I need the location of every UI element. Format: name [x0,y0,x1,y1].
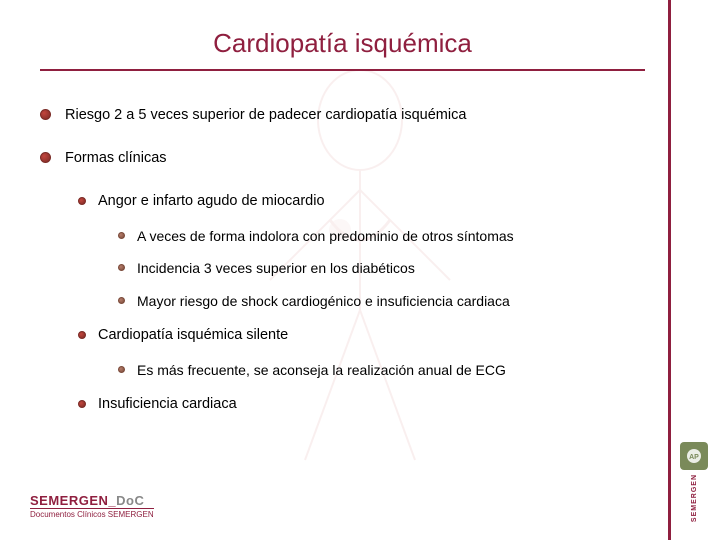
bullet-icon [40,109,51,120]
bullet-level-1: Riesgo 2 a 5 veces superior de padecer c… [40,105,645,126]
bullet-icon [78,331,86,339]
slide-content: Cardiopatía isquémica Riesgo 2 a 5 veces… [0,0,665,540]
bullet-icon [118,264,125,271]
bullet-text: Insuficiencia cardiaca [98,394,237,415]
bullet-text: Riesgo 2 a 5 veces superior de padecer c… [65,105,466,126]
title-divider [40,69,645,71]
bullet-icon [118,366,125,373]
bullet-level-2: Angor e infarto agudo de miocardio [78,191,645,212]
bullet-icon [78,400,86,408]
bullet-text: Incidencia 3 veces superior en los diabé… [137,258,415,278]
bullet-level-1: Formas clínicas [40,148,645,169]
bullet-level-2: Cardiopatía isquémica silente [78,325,645,346]
bullet-icon [118,232,125,239]
bullet-level-3: Es más frecuente, se aconseja la realiza… [118,360,645,380]
side-logo: AP SEMERGEN [674,442,714,522]
ap-badge: AP [680,442,708,470]
bullet-text: Es más frecuente, se aconseja la realiza… [137,360,506,380]
slide-title: Cardiopatía isquémica [40,28,645,59]
bullet-icon [40,152,51,163]
bullet-level-3: A veces de forma indolora con predominio… [118,226,645,246]
bullet-text: Formas clínicas [65,148,167,169]
bullet-icon [118,297,125,304]
bullet-level-3: Mayor riesgo de shock cardiogénico e ins… [118,291,645,311]
bullet-text: Angor e infarto agudo de miocardio [98,191,325,212]
bullet-list: Riesgo 2 a 5 veces superior de padecer c… [40,105,645,415]
bullet-text: A veces de forma indolora con predominio… [137,226,514,246]
bullet-text: Mayor riesgo de shock cardiogénico e ins… [137,291,510,311]
bullet-level-2: Insuficiencia cardiaca [78,394,645,415]
bullet-icon [78,197,86,205]
bullet-text: Cardiopatía isquémica silente [98,325,288,346]
bullet-level-3: Incidencia 3 veces superior en los diabé… [118,258,645,278]
side-brand-vertical: SEMERGEN [691,474,698,522]
svg-text:AP: AP [689,454,699,461]
